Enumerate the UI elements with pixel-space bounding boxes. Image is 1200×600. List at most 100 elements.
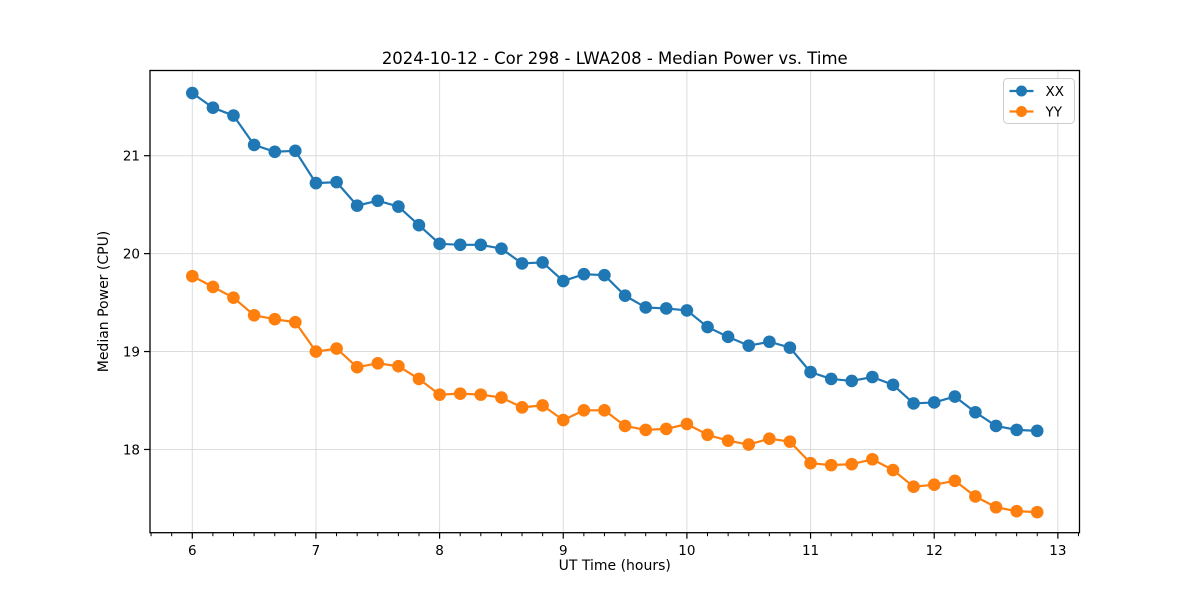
data-point (350, 360, 364, 374)
data-point (804, 365, 817, 379)
y-tick-label: 20 (123, 246, 140, 262)
data-point (763, 335, 776, 349)
data-point (185, 269, 199, 283)
data-point (639, 423, 653, 437)
y-tick-label: 19 (123, 344, 140, 360)
legend-label: XX (1046, 84, 1065, 100)
data-point (433, 388, 446, 401)
data-point (1030, 505, 1044, 519)
data-point (948, 390, 962, 403)
data-point (618, 419, 632, 433)
data-point (412, 218, 426, 232)
data-point (824, 372, 838, 386)
series-line-yy (191, 275, 1039, 514)
data-point (556, 274, 570, 288)
series-markers-xx (185, 86, 1044, 438)
data-point (371, 356, 385, 370)
data-point (639, 301, 653, 314)
data-point (804, 456, 817, 470)
data-point (866, 452, 879, 466)
grid-layer (150, 70, 1080, 533)
data-point (185, 86, 199, 100)
data-point (495, 242, 508, 256)
legend-label: YY (1045, 104, 1063, 120)
data-point (1010, 504, 1023, 518)
data-point (309, 345, 323, 358)
data-point (866, 370, 879, 384)
data-point (824, 458, 838, 472)
data-point (515, 401, 529, 414)
series-markers-yy (185, 269, 1044, 519)
data-point (288, 144, 302, 158)
data-point (618, 289, 632, 303)
x-tick-label: 12 (926, 543, 943, 559)
data-point (701, 428, 714, 442)
axis-layer: 6 7 8 9 10 11 12 13 18 19 20 21 (123, 69, 1081, 559)
data-point (742, 339, 756, 352)
data-point (227, 291, 240, 304)
data-point (969, 490, 982, 503)
data-point (268, 312, 282, 326)
data-point (783, 435, 797, 448)
data-point (927, 478, 941, 492)
data-point (330, 342, 343, 355)
data-point (227, 109, 240, 122)
data-point (412, 372, 426, 386)
data-point (474, 388, 488, 401)
y-tick-label: 21 (123, 148, 140, 164)
data-point (721, 434, 735, 447)
data-point (721, 330, 735, 344)
data-point (536, 399, 549, 412)
data-point (989, 419, 1003, 433)
data-point (659, 422, 673, 436)
data-point (886, 378, 900, 392)
data-point (989, 500, 1003, 514)
data-point (536, 256, 549, 269)
data-point (783, 341, 797, 354)
data-point (763, 432, 776, 445)
data-point (969, 405, 982, 419)
legend-marker-swatch (1016, 106, 1027, 117)
x-tick-label: 7 (312, 543, 321, 559)
data-point (598, 404, 611, 417)
data-point (433, 237, 446, 251)
data-point (350, 199, 364, 212)
data-point (247, 309, 261, 322)
data-point (907, 397, 920, 410)
data-point (598, 268, 611, 282)
data-point (886, 463, 900, 477)
data-point (927, 396, 941, 409)
data-point (495, 391, 508, 404)
data-point (577, 267, 591, 281)
legend-item-xx: XX (1009, 84, 1065, 100)
x-axis-label: UT Time (hours) (559, 558, 671, 574)
data-point (474, 238, 488, 252)
data-point (742, 438, 756, 451)
data-point (1010, 423, 1023, 437)
data-point (515, 257, 529, 270)
data-point (845, 457, 859, 471)
x-tick-label: 6 (188, 543, 197, 559)
y-tick-label: 18 (123, 442, 140, 458)
data-point (556, 413, 570, 427)
series-line-xx (191, 91, 1039, 432)
series-layer (185, 86, 1044, 519)
x-tick-label: 13 (1049, 543, 1066, 559)
data-point (907, 480, 920, 493)
data-point (330, 175, 343, 189)
x-tick-label: 9 (559, 543, 568, 559)
x-tick-label: 10 (678, 543, 695, 559)
data-point (659, 302, 673, 315)
data-point (680, 417, 694, 431)
data-point (453, 238, 467, 252)
data-point (288, 315, 302, 329)
data-point (206, 280, 220, 294)
chart-title: 2024-10-12 - Cor 298 - LWA208 - Median P… (382, 49, 848, 68)
data-point (206, 101, 220, 115)
data-point (577, 404, 591, 417)
plot-frame (149, 69, 1081, 534)
data-point (948, 474, 962, 488)
data-point (309, 176, 323, 190)
